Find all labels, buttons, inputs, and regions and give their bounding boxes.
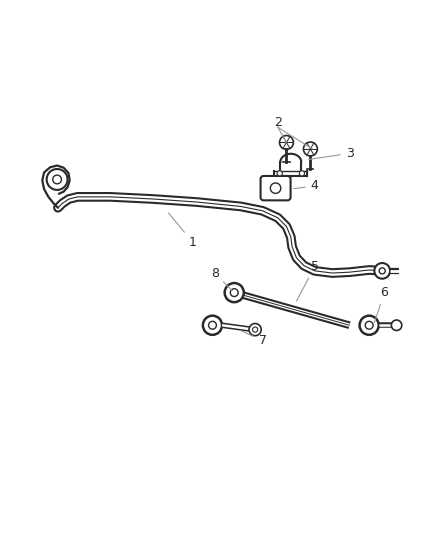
Circle shape xyxy=(270,183,281,193)
Circle shape xyxy=(360,316,379,335)
Text: 5: 5 xyxy=(297,260,319,301)
Circle shape xyxy=(208,321,216,329)
Text: 4: 4 xyxy=(293,180,319,192)
Circle shape xyxy=(304,142,318,156)
Circle shape xyxy=(299,171,304,176)
Circle shape xyxy=(230,289,238,296)
Text: 3: 3 xyxy=(309,147,353,160)
FancyBboxPatch shape xyxy=(261,176,290,200)
Text: 1: 1 xyxy=(169,213,197,249)
Text: 8: 8 xyxy=(211,266,232,290)
Circle shape xyxy=(379,268,385,274)
Circle shape xyxy=(374,263,390,279)
Circle shape xyxy=(253,327,258,332)
Circle shape xyxy=(203,316,222,335)
Circle shape xyxy=(225,283,244,302)
Circle shape xyxy=(47,169,67,190)
Text: 6: 6 xyxy=(374,286,389,322)
Text: 2: 2 xyxy=(274,116,282,130)
Circle shape xyxy=(365,321,373,329)
Circle shape xyxy=(53,175,61,184)
Circle shape xyxy=(279,135,293,149)
Circle shape xyxy=(277,171,283,176)
Circle shape xyxy=(249,324,261,336)
Text: 7: 7 xyxy=(241,331,266,347)
Circle shape xyxy=(391,320,402,330)
